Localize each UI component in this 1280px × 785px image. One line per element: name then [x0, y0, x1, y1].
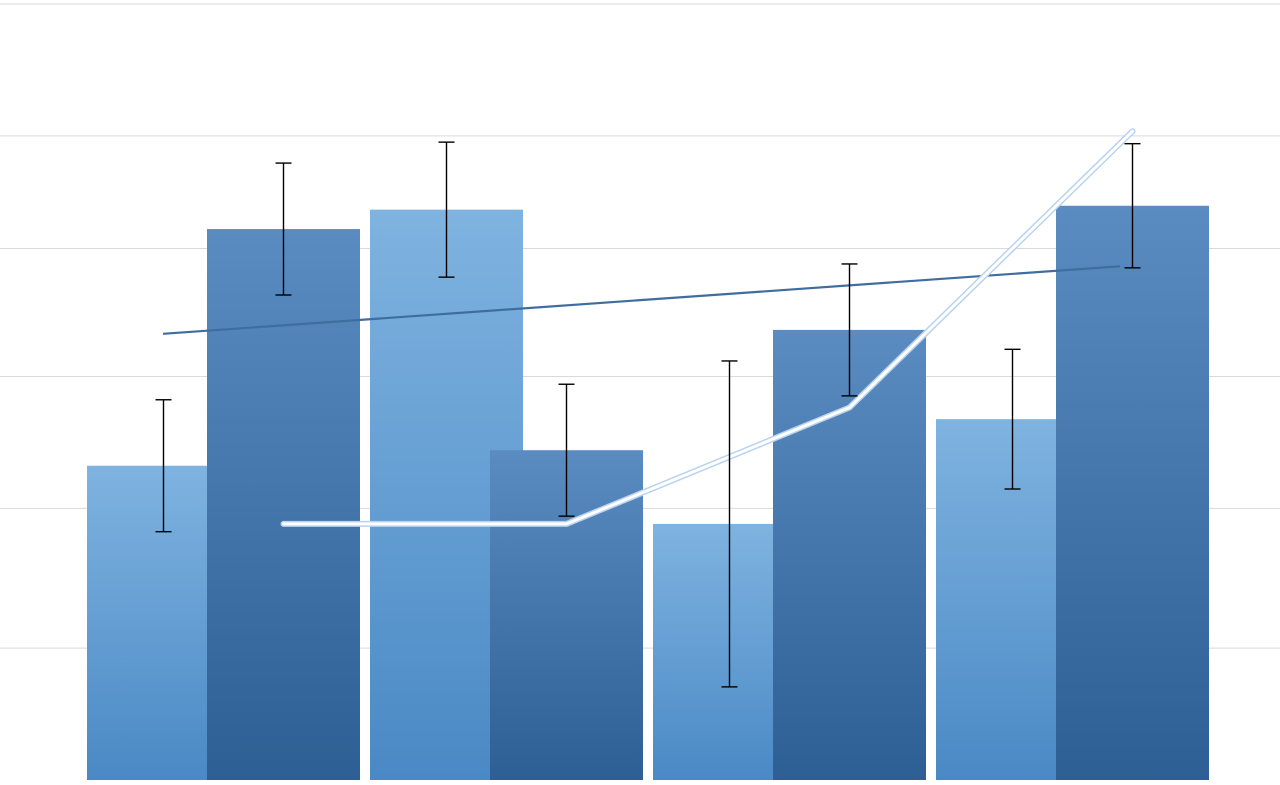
- bar-back: [207, 229, 360, 780]
- bar-back: [1056, 206, 1209, 780]
- bar-line-chart: [0, 0, 1280, 785]
- bar-back: [773, 330, 926, 780]
- chart-svg: [0, 0, 1280, 785]
